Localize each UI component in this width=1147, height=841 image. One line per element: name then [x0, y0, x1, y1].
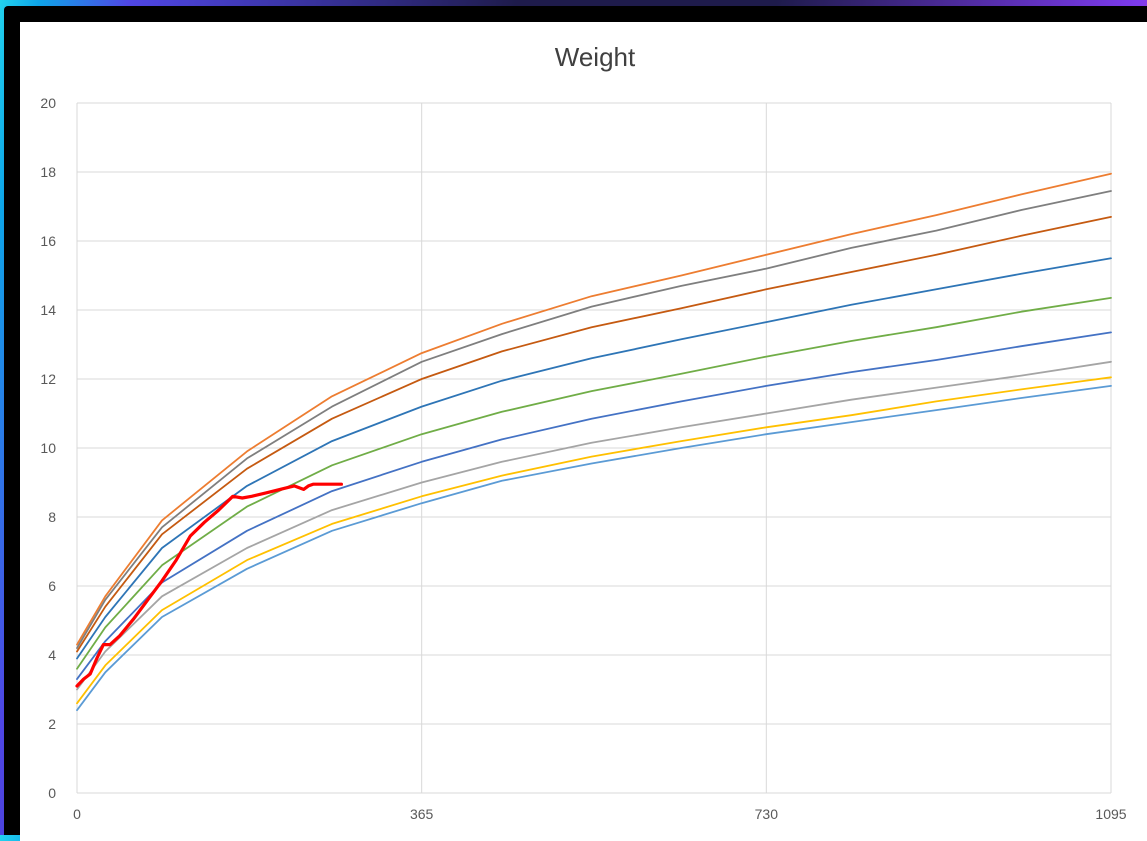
y-tick-label: 6: [48, 578, 56, 594]
y-tick-label: 16: [40, 233, 56, 249]
y-tick-label: 20: [40, 95, 56, 111]
percentile-line-5: [76, 296, 1112, 670]
percentile-line-7: [76, 360, 1112, 691]
x-tick-label: 730: [755, 806, 779, 822]
chart-area: Weight 0 365 730 1095 0 2 4 6 8 10 12 14 16 18 20: [20, 22, 1147, 841]
percentile-line-2: [76, 190, 1112, 649]
y-tick-label: 4: [48, 647, 56, 663]
x-axis-ticks: 0 365 730 1095: [73, 806, 1127, 822]
percentile-line-1: [76, 172, 1112, 646]
y-tick-label: 18: [40, 164, 56, 180]
y-tick-label: 0: [48, 785, 56, 801]
percentile-line-4: [76, 257, 1112, 660]
percentile-line-8: [76, 376, 1112, 705]
x-tick-label: 1095: [1095, 806, 1126, 822]
gridlines: [76, 102, 1112, 794]
percentile-line-3: [76, 215, 1112, 653]
y-tick-label: 10: [40, 440, 56, 456]
y-tick-label: 2: [48, 716, 56, 732]
y-axis-ticks: 0 2 4 6 8 10 12 14 16 18 20: [40, 95, 56, 801]
chart-frame: Weight 0 365 730 1095 0 2 4 6 8 10 12 14 16 18 20: [4, 6, 1147, 841]
series-group: [75, 172, 1112, 712]
x-tick-label: 0: [73, 806, 81, 822]
weight-chart: Weight 0 365 730 1095 0 2 4 6 8 10 12 14 16 18 20: [40, 42, 1127, 822]
percentile-line-6: [76, 331, 1112, 680]
y-tick-label: 8: [48, 509, 56, 525]
x-tick-label: 365: [410, 806, 434, 822]
y-tick-label: 12: [40, 371, 56, 387]
percentile-line-9: [76, 384, 1112, 712]
chart-title: Weight: [555, 42, 636, 72]
measured-weight-line: [75, 482, 343, 688]
y-tick-label: 14: [40, 302, 56, 318]
